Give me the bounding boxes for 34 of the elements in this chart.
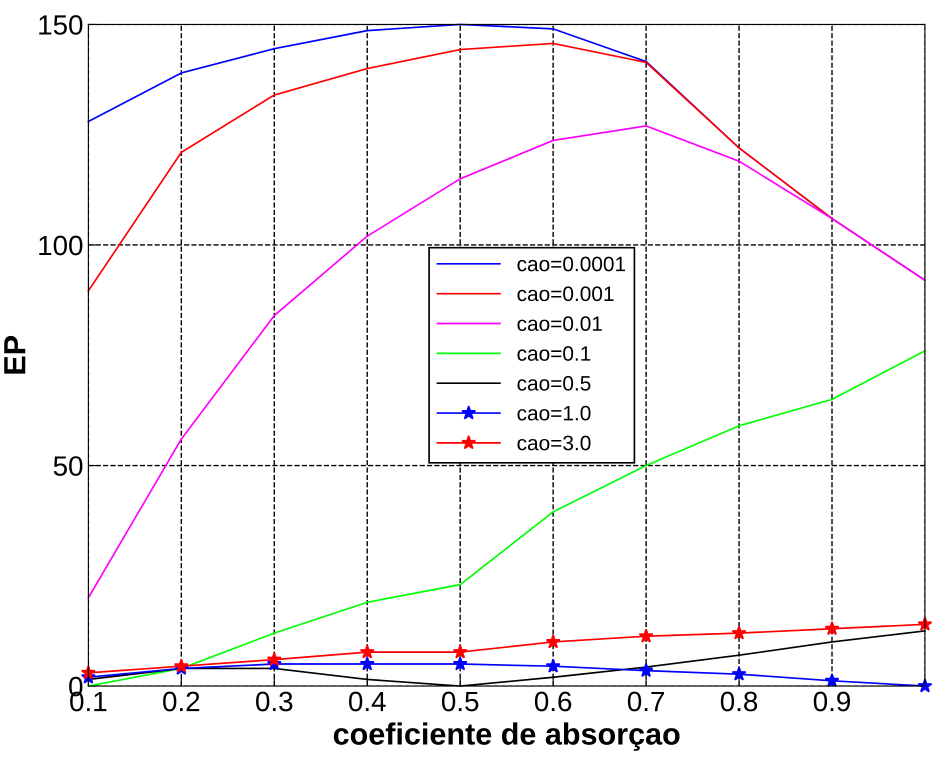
x-tick-label: 0.7 [628, 692, 664, 712]
point [452, 644, 468, 659]
legend-label: cao=1.0 [517, 406, 591, 421]
x-tick-label: 0.4 [349, 692, 386, 712]
legend-label: cao=0.01 [517, 316, 602, 332]
legend-label: cao=0.1 [517, 346, 590, 361]
point [638, 662, 654, 678]
legend-label: cao=0.001 [517, 286, 614, 302]
x-axis-title: coeficiente de absorçao [334, 722, 680, 751]
point [266, 652, 282, 666]
x-tick-label: 0.3 [256, 692, 292, 712]
point [638, 628, 654, 643]
x-tick-label: 0.9 [814, 692, 850, 712]
point [360, 644, 375, 659]
y-tick-label: 150 [39, 15, 82, 35]
point [360, 656, 375, 670]
x-tick-label: 0.6 [534, 692, 572, 712]
point [732, 666, 746, 681]
legend-label: cao=3.0 [517, 436, 591, 450]
y-tick-label: 100 [39, 236, 82, 256]
x-tick-label: 0.2 [163, 692, 200, 712]
point [546, 634, 561, 648]
y-tick-label: 50 [54, 456, 82, 476]
legend-label: cao=0.5 [517, 376, 590, 391]
y-axis-title: EP [4, 336, 26, 374]
line-series [88, 125, 926, 599]
point [824, 620, 840, 636]
point [732, 625, 746, 640]
point [546, 658, 561, 673]
x-tick-label: 0.5 [442, 692, 478, 712]
point [824, 673, 840, 688]
x-tick-label: 0.8 [720, 692, 758, 712]
legend-label: cao=0.0001 [517, 256, 626, 272]
point [452, 656, 468, 670]
